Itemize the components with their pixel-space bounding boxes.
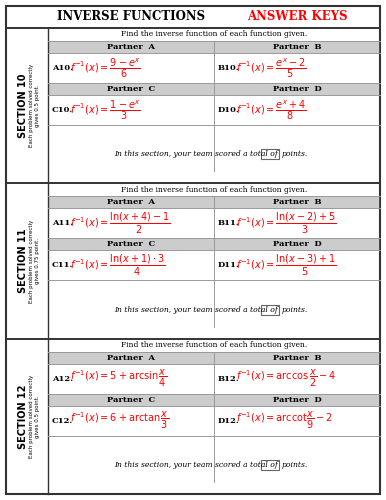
Text: Partner  B: Partner B <box>273 198 321 206</box>
Text: $f^{-1}(x)=\dfrac{e^{x}-2}{5}$: $f^{-1}(x)=\dfrac{e^{x}-2}{5}$ <box>236 56 307 80</box>
Bar <box>48 352 214 364</box>
Text: $f^{-1}(x)=\dfrac{\ln(x-2)+5}{3}$: $f^{-1}(x)=\dfrac{\ln(x-2)+5}{3}$ <box>236 211 337 236</box>
Text: Partner  A: Partner A <box>107 43 155 51</box>
Text: Partner  D: Partner D <box>273 396 322 404</box>
Text: $f^{-1}(x)=\dfrac{1-e^{x}}{3}$: $f^{-1}(x)=\dfrac{1-e^{x}}{3}$ <box>70 98 141 122</box>
Text: C11.: C11. <box>52 262 73 270</box>
Text: C10.: C10. <box>52 106 73 114</box>
Bar <box>214 196 380 208</box>
Text: SECTION 12: SECTION 12 <box>18 384 28 448</box>
Text: $f^{-1}(x)=5+\arcsin\dfrac{x}{4}$: $f^{-1}(x)=5+\arcsin\dfrac{x}{4}$ <box>70 368 167 389</box>
Text: Find the inverse function of each function given.: Find the inverse function of each functi… <box>121 341 307 349</box>
Text: D11.: D11. <box>218 262 240 270</box>
Text: gives 0.5 point.: gives 0.5 point. <box>36 395 41 438</box>
Text: SECTION 10: SECTION 10 <box>18 74 28 138</box>
Bar <box>48 196 214 208</box>
Bar <box>48 238 214 250</box>
Text: Partner  B: Partner B <box>273 354 321 362</box>
Text: points.: points. <box>282 150 308 158</box>
Bar <box>261 304 279 314</box>
Text: $f^{-1}(x)=\dfrac{e^{x}+4}{8}$: $f^{-1}(x)=\dfrac{e^{x}+4}{8}$ <box>236 98 307 122</box>
Text: A11.: A11. <box>52 220 73 228</box>
Text: D12.: D12. <box>218 416 240 424</box>
Bar <box>214 83 380 95</box>
Text: In this section, your team scored a total of: In this section, your team scored a tota… <box>114 150 278 158</box>
Bar <box>48 83 214 95</box>
Text: $f^{-1}(x)=\arccos\dfrac{x}{2}-4$: $f^{-1}(x)=\arccos\dfrac{x}{2}-4$ <box>236 368 336 389</box>
Text: Partner  B: Partner B <box>273 43 321 51</box>
Text: Find the inverse function of each function given.: Find the inverse function of each functi… <box>121 30 307 38</box>
Text: B12.: B12. <box>218 374 240 382</box>
Text: C12.: C12. <box>52 416 73 424</box>
Text: ANSWER KEYS: ANSWER KEYS <box>247 10 347 24</box>
Text: $f^{-1}(x)=6+\arctan\dfrac{x}{3}$: $f^{-1}(x)=6+\arctan\dfrac{x}{3}$ <box>70 410 169 431</box>
Text: SECTION 11: SECTION 11 <box>18 229 28 293</box>
Text: Partner  D: Partner D <box>273 240 322 248</box>
Bar <box>214 41 380 53</box>
Text: Partner  A: Partner A <box>107 198 155 206</box>
Text: $f^{-1}(x)=\dfrac{\ln(x+4)-1}{2}$: $f^{-1}(x)=\dfrac{\ln(x+4)-1}{2}$ <box>70 211 171 236</box>
Text: D10.: D10. <box>218 106 240 114</box>
Bar <box>261 460 279 470</box>
Text: $f^{-1}(x)=\dfrac{\ln(x+1)\cdot 3}{4}$: $f^{-1}(x)=\dfrac{\ln(x+1)\cdot 3}{4}$ <box>70 253 166 278</box>
Text: Partner  C: Partner C <box>107 240 155 248</box>
Bar <box>261 149 279 159</box>
Text: points.: points. <box>282 461 308 469</box>
Text: In this section, your team scored a total of: In this section, your team scored a tota… <box>114 306 278 314</box>
Text: A12.: A12. <box>52 374 73 382</box>
Text: Partner  D: Partner D <box>273 85 322 93</box>
Text: Partner  C: Partner C <box>107 85 155 93</box>
Text: A10.: A10. <box>52 64 73 72</box>
Text: $f^{-1}(x)=\mathrm{arccot}\dfrac{x}{9}-2$: $f^{-1}(x)=\mathrm{arccot}\dfrac{x}{9}-2… <box>236 410 333 431</box>
Text: gives 0.75 point.: gives 0.75 point. <box>36 238 41 284</box>
Text: Each problem solved correctly: Each problem solved correctly <box>29 220 34 302</box>
Text: gives 0.5 point.: gives 0.5 point. <box>36 84 41 127</box>
Text: INVERSE FUNCTIONS: INVERSE FUNCTIONS <box>57 10 205 24</box>
Bar <box>214 238 380 250</box>
Text: $f^{-1}(x)=\dfrac{9-e^{x}}{6}$: $f^{-1}(x)=\dfrac{9-e^{x}}{6}$ <box>70 56 141 80</box>
Text: Each problem solved correctly: Each problem solved correctly <box>29 64 34 148</box>
Bar <box>214 352 380 364</box>
Text: Find the inverse function of each function given.: Find the inverse function of each functi… <box>121 186 307 194</box>
Bar <box>48 394 214 406</box>
Bar <box>48 41 214 53</box>
Text: B11.: B11. <box>218 220 240 228</box>
Text: B10.: B10. <box>218 64 240 72</box>
Text: Partner  C: Partner C <box>107 396 155 404</box>
Text: $f^{-1}(x)=\dfrac{\ln(x-3)+1}{5}$: $f^{-1}(x)=\dfrac{\ln(x-3)+1}{5}$ <box>236 253 337 278</box>
Text: Partner  A: Partner A <box>107 354 155 362</box>
Text: points.: points. <box>282 306 308 314</box>
Text: Each problem solved correctly: Each problem solved correctly <box>29 374 34 458</box>
Text: In this section, your team scored a total of: In this section, your team scored a tota… <box>114 461 278 469</box>
Bar <box>214 394 380 406</box>
